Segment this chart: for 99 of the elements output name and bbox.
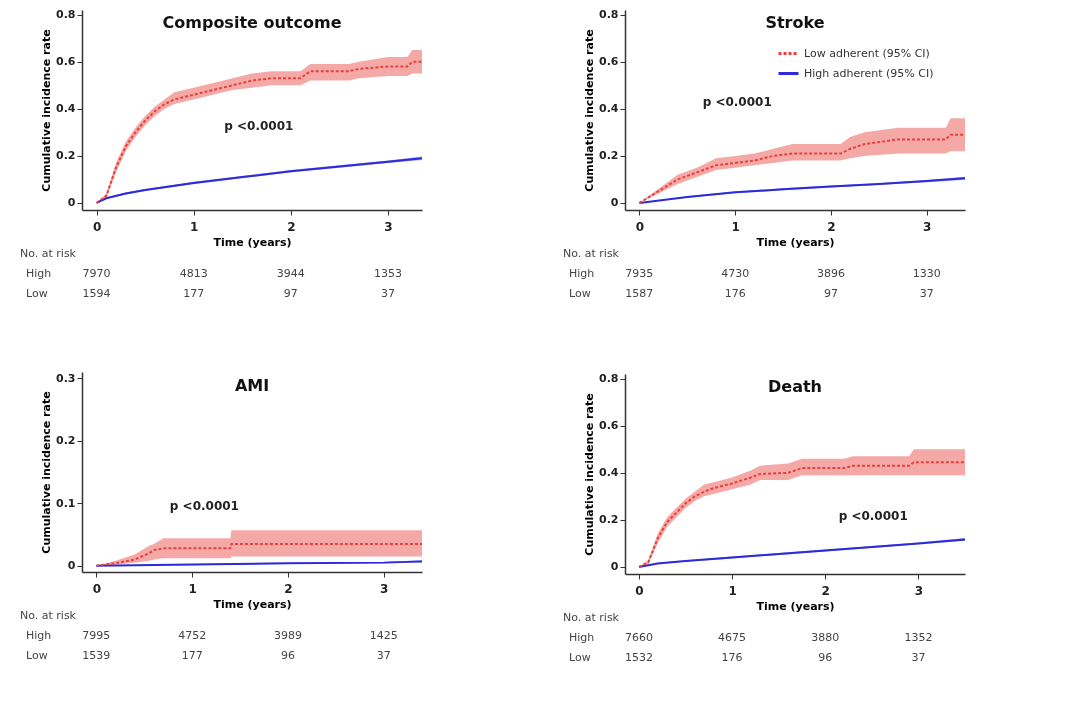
- legend-label: High adherent (95% CI): [804, 66, 934, 80]
- y-tick-label: 0.6: [599, 419, 619, 433]
- text: 3880: [811, 631, 840, 644]
- text: 3989: [273, 629, 302, 642]
- y-tick-label: 0.8: [599, 372, 619, 386]
- y-tick-label: 0.2: [56, 434, 76, 448]
- text: High: [26, 629, 52, 642]
- x-tick-label: 1: [190, 219, 199, 234]
- line-series: [95, 542, 423, 567]
- text: 37: [381, 287, 395, 300]
- y-tick-label: 0: [610, 560, 619, 574]
- text: 37: [919, 287, 934, 300]
- y-tick-label: 0.8: [56, 8, 76, 22]
- x-tick-label: 2: [827, 219, 836, 234]
- text: No. at risk: [563, 611, 620, 624]
- x-tick-label: 2: [287, 219, 296, 234]
- text: 7970: [82, 267, 111, 280]
- text: 1353: [374, 267, 402, 280]
- text: 96: [280, 649, 295, 662]
- text: 4675: [718, 631, 747, 644]
- y-tick-label: 0.1: [56, 496, 76, 510]
- y-tick-label: 0: [67, 196, 76, 210]
- y-tick-label: 0.2: [599, 149, 619, 163]
- y-tick-label: 0.6: [599, 55, 619, 69]
- annotation: p <0.0001: [169, 499, 239, 513]
- annotation: p <0.0001: [702, 95, 772, 109]
- text: Low: [26, 649, 48, 662]
- y-tick-label: 0.3: [56, 371, 76, 385]
- y-tick-label: 0.2: [56, 149, 76, 163]
- text: 37: [376, 649, 391, 662]
- annotation: p <0.0001: [838, 509, 908, 523]
- text: Low: [26, 287, 48, 300]
- y-tick-label: 0.4: [599, 466, 619, 480]
- text: 176: [724, 287, 746, 300]
- text: 1587: [625, 287, 654, 300]
- text: 1425: [369, 629, 398, 642]
- chart-title: Composite outcome: [162, 12, 342, 32]
- x-tick-label: 2: [821, 583, 830, 598]
- text: 176: [721, 651, 743, 664]
- text: High: [26, 267, 52, 280]
- x-tick-label: 0: [92, 219, 102, 234]
- y-axis-title: Cumulative incidence rate: [583, 29, 597, 192]
- text: 7660: [624, 631, 653, 644]
- x-axis-title: Time (years): [213, 597, 292, 611]
- x-tick-label: 1: [728, 583, 737, 598]
- text: 97: [823, 287, 838, 300]
- text: Low: [569, 287, 591, 300]
- text: 4730: [721, 267, 750, 280]
- x-tick-label: 3: [380, 581, 389, 596]
- x-tick-label: 3: [384, 219, 393, 234]
- x-tick-label: 3: [914, 583, 924, 598]
- text: 4813: [179, 267, 208, 280]
- y-tick-label: 0.6: [56, 55, 76, 69]
- annotation: p <0.0001: [224, 119, 294, 133]
- text: 97: [283, 287, 298, 300]
- text: 7995: [82, 629, 111, 642]
- text: 4752: [178, 629, 207, 642]
- text: No. at risk: [20, 247, 77, 260]
- text: 3944: [276, 267, 305, 280]
- text: High: [569, 631, 595, 644]
- x-tick-label: 2: [284, 581, 293, 596]
- chart-title: AMI: [234, 376, 270, 395]
- x-tick-label: 1: [188, 581, 197, 596]
- y-axis-title: Cumulative incidence rate: [40, 29, 54, 192]
- text: 1352: [904, 631, 933, 644]
- x-tick-label: 0: [92, 581, 102, 596]
- text: 1539: [82, 649, 111, 662]
- y-tick-label: 0: [67, 559, 76, 573]
- x-tick-label: 3: [923, 219, 932, 234]
- text: 1330: [912, 267, 941, 280]
- text: 1594: [82, 287, 111, 300]
- text: 96: [818, 651, 833, 664]
- text: Low: [569, 651, 591, 664]
- text: No. at risk: [563, 247, 620, 260]
- y-tick-label: 0.4: [56, 102, 76, 116]
- text: 3896: [816, 267, 845, 280]
- x-tick-label: 0: [635, 219, 645, 234]
- x-tick-label: 1: [731, 219, 740, 234]
- text: No. at risk: [20, 609, 77, 622]
- text: 7935: [625, 267, 654, 280]
- x-axis-title: Time (years): [756, 235, 835, 249]
- chart-title: Death: [768, 376, 822, 396]
- x-tick-label: 0: [635, 583, 644, 598]
- y-tick-label: 0: [610, 196, 619, 210]
- line-series: [638, 133, 966, 204]
- y-axis-title: Cumulative incidence rate: [583, 393, 597, 556]
- text: 177: [181, 649, 203, 662]
- y-tick-label: 0.8: [599, 8, 619, 22]
- y-axis-title: Cumulative incidence rate: [40, 391, 54, 554]
- y-tick-label: 0.4: [599, 102, 619, 116]
- y-tick-label: 0.2: [599, 513, 619, 527]
- x-axis-title: Time (years): [213, 235, 292, 249]
- chart-title: Stroke: [765, 12, 825, 32]
- text: 37: [911, 651, 926, 664]
- text: 1532: [624, 651, 653, 664]
- x-axis-title: Time (years): [756, 599, 835, 613]
- legend-label: Low adherent (95% CI): [804, 46, 930, 60]
- text: High: [569, 267, 595, 280]
- text: 177: [183, 287, 205, 300]
